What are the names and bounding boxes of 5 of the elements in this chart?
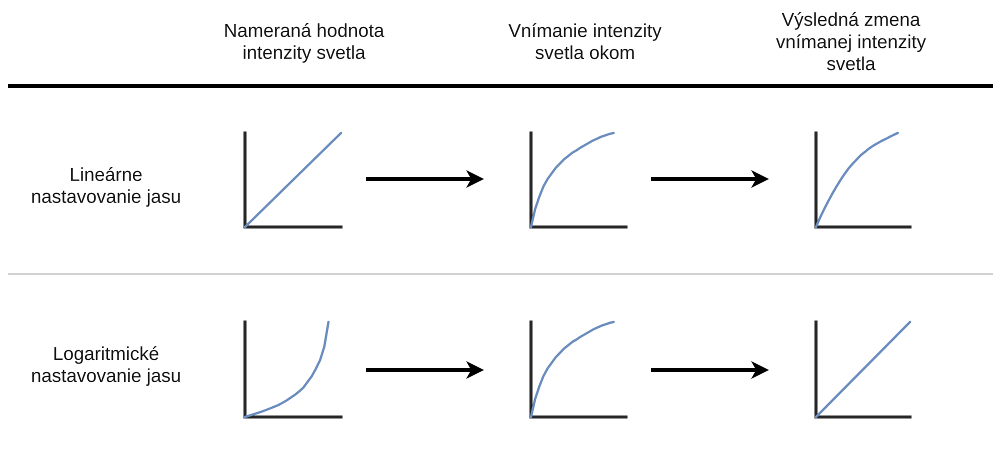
chart-title: Vnímanie intenzity svetla okom bbox=[508, 23, 662, 60]
chart-title: Výsledná zmena vnímanej intenzity svetla bbox=[776, 12, 926, 70]
chart-title: Nameraná hodnota intenzity svetla bbox=[225, 23, 384, 63]
y-axis-title: Logaritmické nastavovanie jasu bbox=[32, 346, 180, 386]
y-axis-title: Lineárne nastavovanie jasu bbox=[32, 167, 180, 207]
